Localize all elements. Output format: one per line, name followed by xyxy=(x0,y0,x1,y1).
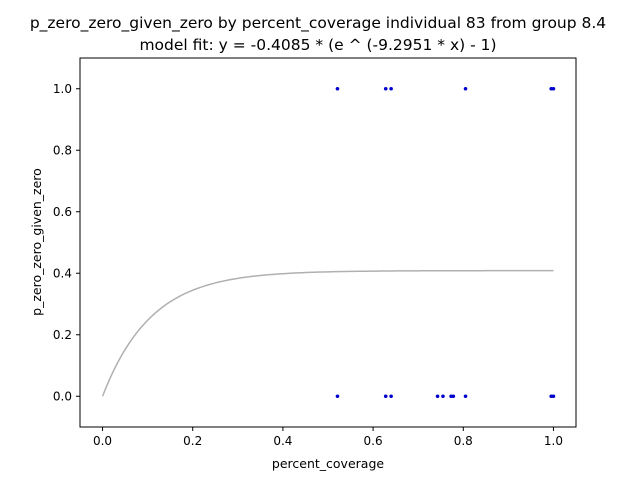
y-tick-label: 0.2 xyxy=(53,328,72,342)
data-point xyxy=(551,86,556,91)
x-axis-ticks: 0.0 0.2 0.4 0.6 0.8 1.0 xyxy=(93,427,563,448)
data-point xyxy=(435,394,440,399)
data-point xyxy=(389,394,393,399)
x-tick-label: 0.4 xyxy=(273,434,292,448)
x-tick-label: 0.2 xyxy=(183,434,202,448)
data-point xyxy=(335,86,340,91)
y-tick-label: 0.8 xyxy=(53,143,72,157)
y-tick-label: 0.4 xyxy=(53,266,72,280)
x-tick-label: 1.0 xyxy=(544,434,563,448)
chart-title: p_zero_zero_given_zero by percent_covera… xyxy=(30,14,606,33)
data-point xyxy=(463,86,468,91)
data-point xyxy=(441,394,445,399)
y-tick-label: 0.0 xyxy=(53,389,72,403)
data-point xyxy=(335,394,340,399)
plot-area xyxy=(101,86,556,399)
data-point xyxy=(551,394,556,399)
y-tick-label: 0.6 xyxy=(53,205,72,219)
model-fit-line xyxy=(101,269,554,397)
chart-subtitle: model fit: y = -0.4085 * (e ^ (-9.2951 *… xyxy=(139,36,496,54)
x-axis-label: percent_coverage xyxy=(272,456,384,471)
y-axis-label: p_zero_zero_given_zero xyxy=(29,168,44,316)
x-tick-label: 0.0 xyxy=(93,434,112,448)
plot-frame xyxy=(79,57,577,428)
data-point xyxy=(389,86,393,91)
data-point xyxy=(451,394,456,399)
x-tick-label: 0.6 xyxy=(364,434,383,448)
y-axis-ticks: 0.0 0.2 0.4 0.6 0.8 1.0 xyxy=(53,82,80,403)
x-tick-label: 0.8 xyxy=(454,434,473,448)
data-point xyxy=(383,394,388,399)
data-point xyxy=(383,86,388,91)
y-tick-label: 1.0 xyxy=(53,82,72,96)
data-point xyxy=(463,394,468,399)
